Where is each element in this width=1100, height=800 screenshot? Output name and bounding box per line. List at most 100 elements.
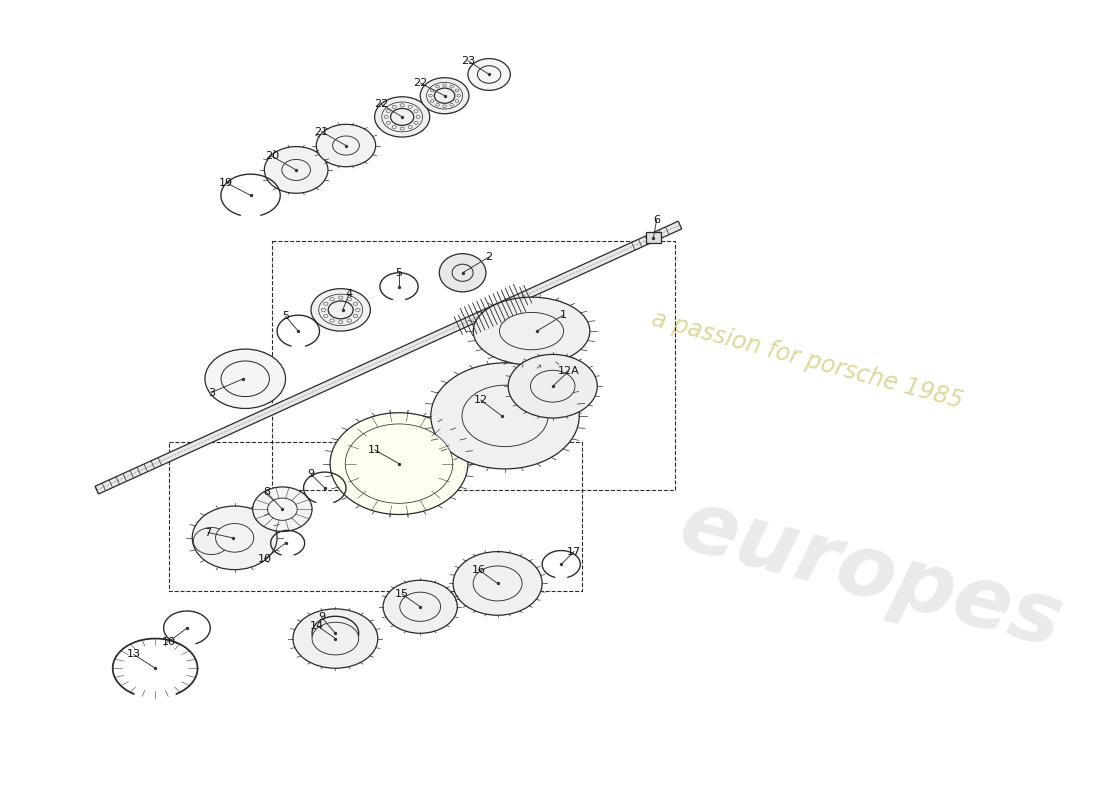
Text: 4: 4 — [345, 289, 353, 299]
Ellipse shape — [375, 97, 430, 137]
Ellipse shape — [192, 506, 277, 570]
Ellipse shape — [293, 609, 377, 668]
Text: 11: 11 — [367, 445, 382, 455]
Ellipse shape — [383, 580, 458, 634]
Ellipse shape — [386, 110, 390, 113]
Ellipse shape — [353, 314, 358, 318]
Ellipse shape — [408, 106, 412, 108]
Ellipse shape — [332, 136, 360, 155]
Ellipse shape — [330, 298, 334, 301]
Text: a passion for porsche 1985: a passion for porsche 1985 — [649, 307, 966, 414]
Ellipse shape — [530, 370, 575, 402]
Ellipse shape — [427, 82, 463, 109]
Polygon shape — [95, 221, 682, 494]
Ellipse shape — [355, 308, 360, 311]
Ellipse shape — [311, 289, 371, 331]
Ellipse shape — [414, 122, 418, 124]
Text: 12A: 12A — [558, 366, 580, 376]
Text: 22: 22 — [414, 78, 427, 88]
Text: 16: 16 — [472, 565, 485, 574]
Ellipse shape — [430, 99, 434, 102]
Bar — [646, 233, 661, 243]
Ellipse shape — [382, 102, 422, 132]
Ellipse shape — [477, 66, 500, 83]
Text: 19: 19 — [219, 178, 233, 188]
Text: 13: 13 — [126, 650, 141, 659]
Ellipse shape — [282, 159, 310, 181]
Text: 22: 22 — [374, 99, 388, 109]
Ellipse shape — [386, 122, 390, 124]
Text: europes: europes — [671, 484, 1071, 666]
Ellipse shape — [439, 254, 486, 292]
Text: 7: 7 — [205, 527, 211, 538]
Text: 14: 14 — [310, 621, 324, 631]
Ellipse shape — [508, 354, 597, 418]
Text: 12: 12 — [474, 395, 487, 405]
Ellipse shape — [436, 103, 439, 106]
Text: 15: 15 — [395, 589, 409, 599]
Ellipse shape — [348, 319, 352, 322]
Ellipse shape — [443, 105, 447, 107]
Ellipse shape — [456, 94, 461, 97]
Text: 8: 8 — [263, 487, 270, 498]
Ellipse shape — [392, 126, 396, 129]
Ellipse shape — [468, 58, 510, 90]
Ellipse shape — [253, 487, 312, 531]
Text: 21: 21 — [315, 126, 329, 137]
Ellipse shape — [434, 88, 454, 103]
Ellipse shape — [473, 566, 522, 601]
Ellipse shape — [384, 115, 388, 118]
Ellipse shape — [323, 302, 328, 306]
Ellipse shape — [348, 298, 352, 301]
Ellipse shape — [420, 78, 469, 114]
Ellipse shape — [450, 86, 453, 88]
Ellipse shape — [339, 296, 343, 299]
Ellipse shape — [323, 314, 328, 318]
Ellipse shape — [455, 99, 459, 102]
Ellipse shape — [414, 110, 418, 113]
Ellipse shape — [319, 294, 363, 326]
Text: 10: 10 — [162, 637, 176, 646]
Ellipse shape — [452, 264, 473, 282]
Ellipse shape — [390, 109, 414, 126]
Ellipse shape — [194, 527, 229, 554]
Ellipse shape — [356, 432, 442, 495]
Text: 5: 5 — [396, 268, 403, 278]
Ellipse shape — [392, 106, 396, 108]
Ellipse shape — [339, 321, 343, 324]
Text: 9: 9 — [318, 612, 326, 622]
Ellipse shape — [267, 498, 297, 520]
Ellipse shape — [455, 89, 459, 92]
Text: 10: 10 — [257, 554, 272, 564]
Ellipse shape — [399, 592, 441, 622]
Text: 20: 20 — [265, 151, 278, 161]
Ellipse shape — [312, 622, 359, 655]
Ellipse shape — [499, 313, 563, 350]
Ellipse shape — [353, 302, 358, 306]
Ellipse shape — [317, 124, 376, 166]
Text: 5: 5 — [282, 311, 289, 322]
Ellipse shape — [400, 104, 404, 106]
Ellipse shape — [400, 127, 404, 130]
Text: 2: 2 — [485, 252, 493, 262]
Ellipse shape — [321, 308, 326, 311]
Ellipse shape — [221, 361, 270, 397]
Ellipse shape — [429, 94, 432, 97]
Ellipse shape — [328, 301, 353, 318]
Ellipse shape — [264, 146, 328, 194]
Ellipse shape — [345, 424, 453, 503]
Ellipse shape — [430, 89, 434, 92]
Ellipse shape — [443, 84, 447, 86]
Ellipse shape — [408, 126, 412, 129]
Ellipse shape — [330, 319, 334, 322]
Ellipse shape — [216, 523, 254, 552]
Text: 6: 6 — [653, 214, 660, 225]
Ellipse shape — [450, 103, 453, 106]
Ellipse shape — [416, 115, 420, 118]
Ellipse shape — [462, 385, 548, 446]
Text: 1: 1 — [560, 310, 566, 320]
Ellipse shape — [473, 297, 590, 365]
Ellipse shape — [431, 363, 580, 469]
Ellipse shape — [205, 349, 286, 409]
Text: 9: 9 — [307, 470, 315, 479]
